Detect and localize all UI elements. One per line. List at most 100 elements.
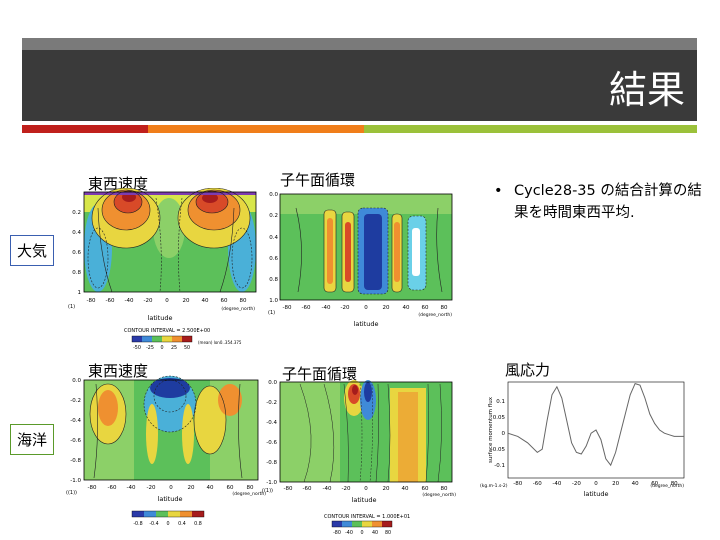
colorbar-ticks: -80 -40 0 40 80 xyxy=(333,530,391,536)
x-unit: (degree_north) xyxy=(418,312,452,318)
x-ticks: -80 -60 -40 -20 0 20 40 60 80 xyxy=(283,305,448,311)
row-label-ocean: 海洋 xyxy=(10,424,55,455)
plot-area xyxy=(83,375,259,481)
ytick: -0.6 xyxy=(70,438,81,444)
xtick: 80 xyxy=(247,485,254,491)
xtick: 80 xyxy=(441,305,448,311)
xtick: -80 xyxy=(88,485,97,491)
contour-interval: CONTOUR INTERVAL = 1.000E+01 xyxy=(324,514,410,520)
xtick: -40 xyxy=(323,486,332,492)
x-unit: (degree_north) xyxy=(650,483,684,489)
xtick: 60 xyxy=(422,305,429,311)
y-unit: ((1)) xyxy=(66,490,77,496)
ytick: 0.05 xyxy=(493,415,506,421)
colorbar-ticks: -0.8 -0.4 0 0.4 0.8 xyxy=(133,521,202,527)
ocn-zonal-velocity-plot: 0.0 -0.2 -0.4 -0.6 -0.8 -1.0 ((1)) -80 -… xyxy=(66,375,266,527)
xtick: 0 xyxy=(165,298,169,304)
xtick: 60 xyxy=(227,485,234,491)
cbtick: 50 xyxy=(184,345,190,351)
xtick: 20 xyxy=(188,485,195,491)
cbtick: 0 xyxy=(160,345,163,351)
bullet-dot: • xyxy=(494,183,503,199)
ytick: -0.2 xyxy=(266,400,277,406)
cbtick: -0.4 xyxy=(149,521,158,527)
xtick: -80 xyxy=(283,305,292,311)
cbtick: 0 xyxy=(166,521,169,527)
y-ticks: 0.0 -0.2 -0.4 -0.6 -0.8 -1.0 xyxy=(70,378,81,484)
ytick: 0.1 xyxy=(496,399,505,405)
x-unit: (degree_north) xyxy=(232,491,266,497)
colorbar xyxy=(331,520,393,528)
xtick: -20 xyxy=(144,298,153,304)
ytick: 0.0 xyxy=(72,378,81,384)
xtick: -20 xyxy=(147,485,156,491)
y-unit: ((1)) xyxy=(262,488,273,494)
xtick: -20 xyxy=(572,481,581,487)
y-unit: (1) xyxy=(268,310,275,316)
xtick: -60 xyxy=(106,298,115,304)
plot-area xyxy=(83,188,257,293)
ocn-meridional-circulation-plot: 0.0 -0.2 -0.4 -0.6 -0.8 -1.0 ((1)) -80 -… xyxy=(262,380,456,536)
xtick: -80 xyxy=(513,481,522,487)
cbtick: -50 xyxy=(133,345,141,351)
xtick: 20 xyxy=(183,298,190,304)
xtick: -40 xyxy=(322,305,331,311)
xtick: 0 xyxy=(169,485,173,491)
ytick: 1 xyxy=(78,290,82,296)
ytick: 0.2 xyxy=(72,210,81,216)
mean-note: (mean) lon0..354.375 xyxy=(198,340,242,345)
xtick: 80 xyxy=(441,486,448,492)
ytick: 0.8 xyxy=(72,270,81,276)
x-ticks: -80 -60 -40 -20 0 20 40 60 80 xyxy=(87,298,247,304)
wind-stress-chart: -80 -60 -40 -20 0 20 40 60 80 0.1 0.05 0… xyxy=(480,381,685,498)
xtick: 60 xyxy=(422,486,429,492)
ytick: -1.0 xyxy=(70,478,81,484)
cbtick: -25 xyxy=(146,345,154,351)
xtick: -80 xyxy=(284,486,293,492)
series-line xyxy=(507,382,684,467)
y-ticks: 0.0 0.2 0.4 0.6 0.8 1.0 xyxy=(269,192,278,304)
accent-bar-red xyxy=(22,125,148,133)
xtick: 80 xyxy=(240,298,247,304)
cbtick: 0.8 xyxy=(194,521,202,527)
xtick: 60 xyxy=(651,481,658,487)
xtick: -60 xyxy=(108,485,117,491)
contour-interval: CONTOUR INTERVAL = 2.500E+00 xyxy=(124,328,210,334)
atm-zonal-velocity-plot: 0.2 0.4 0.6 0.8 1 (1) -80 -60 -40 -20 0 … xyxy=(68,188,257,351)
y-unit: (kg.m-1.s-2) xyxy=(480,483,508,489)
xtick: 40 xyxy=(403,305,410,311)
ytick: 1.0 xyxy=(269,298,278,304)
x-label: latitude xyxy=(158,495,183,503)
y-ticks: 0.1 0.05 0 -0.05 -0.1 xyxy=(491,399,506,469)
cbtick: 0.4 xyxy=(178,521,186,527)
xtick: -40 xyxy=(127,485,136,491)
ytick: -0.4 xyxy=(266,420,277,426)
ytick: 0.6 xyxy=(269,256,278,262)
x-unit: (degree_north) xyxy=(221,306,255,312)
cbtick: -40 xyxy=(345,530,353,536)
x-ticks: -80 -60 -40 -20 0 20 40 60 80 xyxy=(513,481,678,487)
xtick: 40 xyxy=(402,486,409,492)
ytick: 0.4 xyxy=(72,230,81,236)
title-bar: 結果 xyxy=(22,38,697,121)
x-label: latitude xyxy=(584,490,609,498)
bullet-point: • Cycle28-35 の結合計算の結果を時間東西平均. xyxy=(494,180,716,224)
xtick: 20 xyxy=(383,486,390,492)
accent-bar-orange xyxy=(148,125,364,133)
y-unit: (1) xyxy=(68,304,75,310)
ytick: 0 xyxy=(502,431,506,437)
cbtick: 0 xyxy=(360,530,363,536)
xtick: -20 xyxy=(342,486,351,492)
cbtick: -80 xyxy=(333,530,341,536)
ytick: 0.2 xyxy=(269,213,278,219)
xtick: -60 xyxy=(303,486,312,492)
ytick: -1.0 xyxy=(266,480,277,486)
plot-area xyxy=(279,193,453,301)
colorbar xyxy=(131,335,193,343)
xtick: -60 xyxy=(533,481,542,487)
slide-title: 結果 xyxy=(608,68,685,112)
ytick: 0.0 xyxy=(269,192,278,198)
caption-wind-stress: 風応力 xyxy=(505,361,551,379)
xtick: 20 xyxy=(612,481,619,487)
ytick: 0.6 xyxy=(72,250,81,256)
